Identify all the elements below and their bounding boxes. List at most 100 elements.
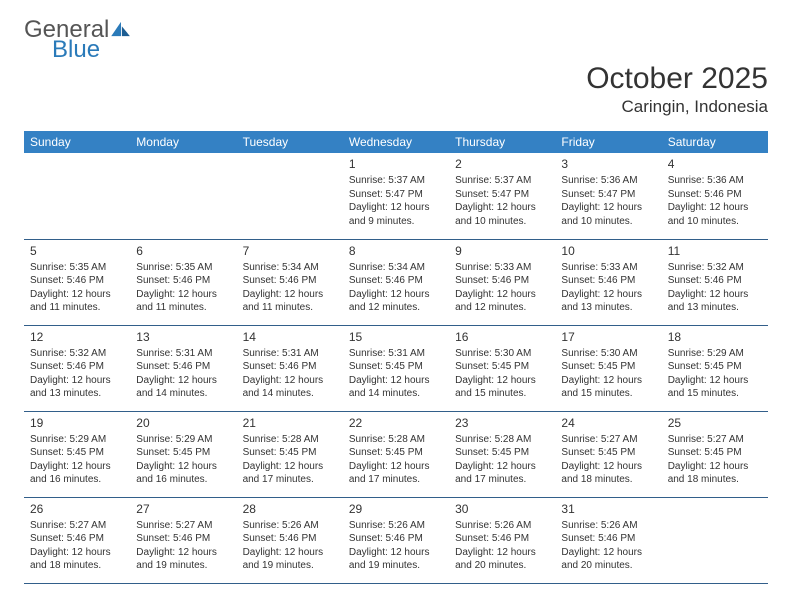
sunrise-text: Sunrise: 5:34 AM — [349, 261, 443, 275]
sunset-text: Sunset: 5:45 PM — [455, 446, 549, 460]
sunset-text: Sunset: 5:45 PM — [455, 360, 549, 374]
sunrise-text: Sunrise: 5:28 AM — [243, 433, 337, 447]
calendar-cell: 11Sunrise: 5:32 AMSunset: 5:46 PMDayligh… — [662, 239, 768, 325]
daylight-text: Daylight: 12 hours and 19 minutes. — [349, 546, 443, 573]
sunset-text: Sunset: 5:46 PM — [243, 360, 337, 374]
day-header-row: Sunday Monday Tuesday Wednesday Thursday… — [24, 131, 768, 153]
daylight-text: Daylight: 12 hours and 18 minutes. — [668, 460, 762, 487]
day-number: 1 — [349, 156, 443, 172]
sunset-text: Sunset: 5:47 PM — [349, 188, 443, 202]
day-header: Monday — [130, 131, 236, 153]
day-number: 21 — [243, 415, 337, 431]
sunset-text: Sunset: 5:47 PM — [561, 188, 655, 202]
daylight-text: Daylight: 12 hours and 11 minutes. — [30, 288, 124, 315]
daylight-text: Daylight: 12 hours and 9 minutes. — [349, 201, 443, 228]
daylight-text: Daylight: 12 hours and 16 minutes. — [136, 460, 230, 487]
day-number: 27 — [136, 501, 230, 517]
logo: GeneralBlue — [24, 18, 768, 62]
daylight-text: Daylight: 12 hours and 13 minutes. — [30, 374, 124, 401]
day-number: 29 — [349, 501, 443, 517]
daylight-text: Daylight: 12 hours and 13 minutes. — [561, 288, 655, 315]
sunrise-text: Sunrise: 5:37 AM — [349, 174, 443, 188]
day-number: 5 — [30, 243, 124, 259]
sunrise-text: Sunrise: 5:33 AM — [561, 261, 655, 275]
sunrise-text: Sunrise: 5:27 AM — [30, 519, 124, 533]
day-header: Friday — [555, 131, 661, 153]
day-number: 4 — [668, 156, 762, 172]
sunrise-text: Sunrise: 5:27 AM — [668, 433, 762, 447]
day-number: 31 — [561, 501, 655, 517]
daylight-text: Daylight: 12 hours and 20 minutes. — [561, 546, 655, 573]
daylight-text: Daylight: 12 hours and 17 minutes. — [243, 460, 337, 487]
sunrise-text: Sunrise: 5:30 AM — [455, 347, 549, 361]
day-number: 16 — [455, 329, 549, 345]
sunrise-text: Sunrise: 5:29 AM — [668, 347, 762, 361]
calendar-cell: 20Sunrise: 5:29 AMSunset: 5:45 PMDayligh… — [130, 411, 236, 497]
calendar-cell: 26Sunrise: 5:27 AMSunset: 5:46 PMDayligh… — [24, 497, 130, 583]
sunrise-text: Sunrise: 5:37 AM — [455, 174, 549, 188]
day-number: 19 — [30, 415, 124, 431]
calendar-cell — [24, 153, 130, 239]
sunrise-text: Sunrise: 5:34 AM — [243, 261, 337, 275]
calendar-row: 1Sunrise: 5:37 AMSunset: 5:47 PMDaylight… — [24, 153, 768, 239]
sunrise-text: Sunrise: 5:27 AM — [561, 433, 655, 447]
calendar-row: 19Sunrise: 5:29 AMSunset: 5:45 PMDayligh… — [24, 411, 768, 497]
day-header: Tuesday — [237, 131, 343, 153]
day-number: 7 — [243, 243, 337, 259]
day-number: 12 — [30, 329, 124, 345]
day-number: 20 — [136, 415, 230, 431]
sunset-text: Sunset: 5:46 PM — [349, 274, 443, 288]
day-number: 3 — [561, 156, 655, 172]
calendar-row: 12Sunrise: 5:32 AMSunset: 5:46 PMDayligh… — [24, 325, 768, 411]
calendar-cell: 2Sunrise: 5:37 AMSunset: 5:47 PMDaylight… — [449, 153, 555, 239]
sunset-text: Sunset: 5:46 PM — [668, 188, 762, 202]
sunset-text: Sunset: 5:45 PM — [349, 446, 443, 460]
calendar-cell: 15Sunrise: 5:31 AMSunset: 5:45 PMDayligh… — [343, 325, 449, 411]
sunrise-text: Sunrise: 5:26 AM — [561, 519, 655, 533]
day-number: 17 — [561, 329, 655, 345]
day-number: 30 — [455, 501, 549, 517]
daylight-text: Daylight: 12 hours and 10 minutes. — [668, 201, 762, 228]
daylight-text: Daylight: 12 hours and 14 minutes. — [243, 374, 337, 401]
calendar-cell: 12Sunrise: 5:32 AMSunset: 5:46 PMDayligh… — [24, 325, 130, 411]
calendar-cell: 18Sunrise: 5:29 AMSunset: 5:45 PMDayligh… — [662, 325, 768, 411]
sunset-text: Sunset: 5:46 PM — [136, 274, 230, 288]
sunrise-text: Sunrise: 5:31 AM — [136, 347, 230, 361]
daylight-text: Daylight: 12 hours and 17 minutes. — [455, 460, 549, 487]
day-number: 22 — [349, 415, 443, 431]
calendar-cell: 19Sunrise: 5:29 AMSunset: 5:45 PMDayligh… — [24, 411, 130, 497]
daylight-text: Daylight: 12 hours and 19 minutes. — [136, 546, 230, 573]
sunset-text: Sunset: 5:46 PM — [30, 532, 124, 546]
sunset-text: Sunset: 5:46 PM — [561, 532, 655, 546]
month-title: October 2025 — [24, 62, 768, 95]
sunrise-text: Sunrise: 5:32 AM — [668, 261, 762, 275]
daylight-text: Daylight: 12 hours and 13 minutes. — [668, 288, 762, 315]
sunset-text: Sunset: 5:46 PM — [136, 360, 230, 374]
calendar-cell: 14Sunrise: 5:31 AMSunset: 5:46 PMDayligh… — [237, 325, 343, 411]
header: GeneralBlue October 2025 Caringin, Indon… — [24, 18, 768, 117]
calendar-cell: 28Sunrise: 5:26 AMSunset: 5:46 PMDayligh… — [237, 497, 343, 583]
daylight-text: Daylight: 12 hours and 14 minutes. — [349, 374, 443, 401]
sunrise-text: Sunrise: 5:36 AM — [561, 174, 655, 188]
daylight-text: Daylight: 12 hours and 15 minutes. — [561, 374, 655, 401]
daylight-text: Daylight: 12 hours and 12 minutes. — [455, 288, 549, 315]
calendar-cell: 8Sunrise: 5:34 AMSunset: 5:46 PMDaylight… — [343, 239, 449, 325]
sunrise-text: Sunrise: 5:26 AM — [243, 519, 337, 533]
calendar-cell: 27Sunrise: 5:27 AMSunset: 5:46 PMDayligh… — [130, 497, 236, 583]
daylight-text: Daylight: 12 hours and 11 minutes. — [136, 288, 230, 315]
daylight-text: Daylight: 12 hours and 15 minutes. — [668, 374, 762, 401]
calendar-cell: 7Sunrise: 5:34 AMSunset: 5:46 PMDaylight… — [237, 239, 343, 325]
calendar-table: Sunday Monday Tuesday Wednesday Thursday… — [24, 131, 768, 584]
day-number: 9 — [455, 243, 549, 259]
sunset-text: Sunset: 5:46 PM — [349, 532, 443, 546]
daylight-text: Daylight: 12 hours and 18 minutes. — [561, 460, 655, 487]
calendar-cell: 6Sunrise: 5:35 AMSunset: 5:46 PMDaylight… — [130, 239, 236, 325]
calendar-cell: 5Sunrise: 5:35 AMSunset: 5:46 PMDaylight… — [24, 239, 130, 325]
day-number: 14 — [243, 329, 337, 345]
sunset-text: Sunset: 5:45 PM — [561, 360, 655, 374]
day-number: 18 — [668, 329, 762, 345]
calendar-cell: 30Sunrise: 5:26 AMSunset: 5:46 PMDayligh… — [449, 497, 555, 583]
sunset-text: Sunset: 5:46 PM — [455, 274, 549, 288]
sunset-text: Sunset: 5:46 PM — [455, 532, 549, 546]
daylight-text: Daylight: 12 hours and 15 minutes. — [455, 374, 549, 401]
